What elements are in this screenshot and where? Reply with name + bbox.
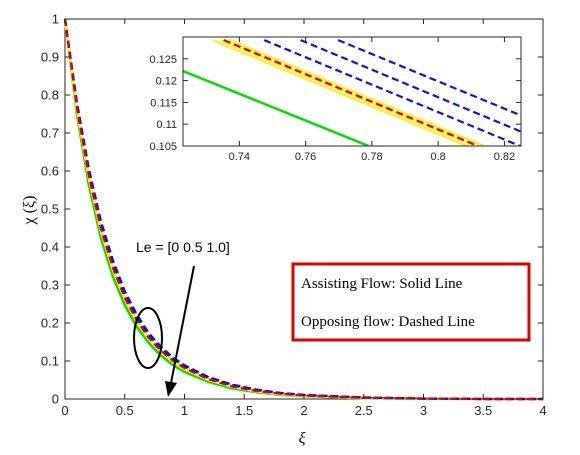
- inset-y-tick-label: 0.105: [149, 141, 177, 153]
- main-x-tick-label: 1.5: [235, 403, 253, 418]
- inset-plot-area: [182, 36, 522, 147]
- x-axis-label: ξ: [299, 430, 306, 447]
- inset-series-blue-dashed-6: [300, 39, 521, 133]
- main-x-tick-label: 2: [300, 403, 307, 418]
- inset-series-yellow-solid-3: [228, 38, 485, 146]
- main-y-tick-label: 1: [52, 12, 59, 27]
- main-x-tick-label: 3: [420, 403, 427, 418]
- main-y-tick-label: 0.2: [41, 316, 59, 331]
- inset-x-tick-label: 0.78: [361, 151, 382, 163]
- legend-line-opposing: Opposing flow: Dashed Line: [301, 314, 475, 330]
- main-y-tick-label: 0.9: [41, 50, 59, 65]
- main-series-red-dashed-7: [63, 18, 543, 401]
- inset-x-tick-label: 0.8: [431, 151, 446, 163]
- inset-series-blue-dashed-5: [263, 39, 521, 146]
- main-series-layer: [63, 18, 543, 401]
- annotation-arrow-head: [165, 381, 177, 397]
- inset-x-tick-label: 0.76: [295, 151, 316, 163]
- annotation-arrow-line: [170, 265, 195, 384]
- highlight-ellipse: [133, 307, 163, 369]
- main-tick-layer: 0 0.5 1 1.5 2 2.5 3 3.5 4 0 0.1 0.2 0.3 0.4 0.5 0.6 0.7 0…: [41, 12, 547, 418]
- main-y-tick-label: 0.7: [41, 126, 59, 141]
- main-y-tick-label: 0.5: [41, 202, 59, 217]
- main-x-tick-label: 0: [61, 403, 68, 418]
- main-x-tick-label: 3.5: [474, 403, 492, 418]
- inset-series-layer: [183, 38, 521, 146]
- inset-y-tick-label: 0.11: [156, 119, 177, 131]
- inset-tick-layer: 0.74 0.76 0.78 0.8 0.82 0.105 0.11 0.115 0.12 0.1…: [149, 37, 521, 163]
- le-annotation: Le = [0 0.5 1.0]: [136, 239, 230, 255]
- main-x-tick-label: 2.5: [355, 403, 373, 418]
- main-y-tick-label: 0.1: [41, 354, 59, 369]
- main-x-tick-label: 0.5: [116, 403, 134, 418]
- inset-series-red-dashed-4: [223, 39, 479, 146]
- legend-line-assisting: Assisting Flow: Solid Line: [301, 276, 463, 292]
- y-axis-label: χ (ξ): [21, 196, 38, 226]
- main-y-tick-label: 0.3: [41, 278, 59, 293]
- inset-y-tick-label: 0.115: [150, 97, 177, 109]
- inset-series-green-solid-0: [183, 69, 370, 146]
- inset-x-tick-label: 0.74: [229, 151, 250, 163]
- inset-y-tick-label: 0.12: [156, 76, 177, 88]
- main-y-tick-label: 0.6: [41, 164, 59, 179]
- main-y-tick-label: 0.4: [41, 240, 59, 255]
- main-y-tick-label: 0: [52, 392, 59, 407]
- main-x-tick-label: 4: [539, 403, 546, 418]
- inset-series-yellow-solid-1: [212, 38, 468, 146]
- main-x-tick-label: 1: [181, 403, 188, 418]
- inset-y-tick-label: 0.125: [149, 54, 177, 66]
- inset-x-tick-label: 0.82: [494, 151, 515, 163]
- legend-box: [291, 262, 531, 342]
- main-y-tick-label: 0.8: [41, 88, 59, 103]
